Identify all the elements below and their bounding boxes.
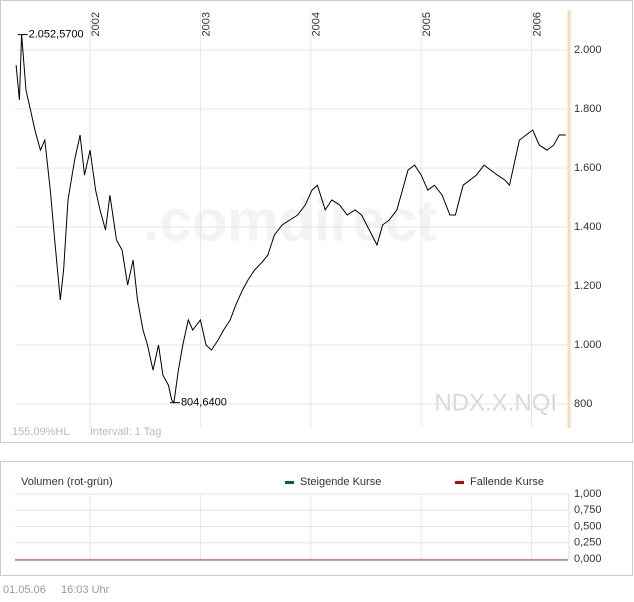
watermark: .comdirect	[143, 188, 436, 253]
y-tick-label: 1.000	[574, 339, 602, 351]
legend-swatch	[285, 481, 294, 484]
price-line	[15, 34, 566, 404]
footer-hl: 155,09%HL	[12, 426, 70, 438]
y-tick-label: 1,000	[574, 488, 602, 500]
x-tick-label: 2006	[531, 12, 543, 36]
y-tick-label: 800	[574, 398, 592, 410]
volume-panel	[0, 461, 633, 576]
time: 16:03 Uhr	[61, 584, 110, 596]
y-tick-label: 1.200	[574, 280, 602, 292]
y-tick-label: 1.400	[574, 221, 602, 233]
y-tick-label: 1.600	[574, 162, 602, 174]
annotation-label: 2.052,5700	[29, 29, 84, 41]
y-tick-label: 1.800	[574, 103, 602, 115]
footer-interval: Intervall: 1 Tag	[90, 426, 161, 438]
y-tick-label: 0,500	[574, 520, 602, 532]
x-tick-label: 2002	[90, 12, 102, 36]
legend-label: Steigende Kurse	[300, 476, 381, 488]
x-tick-label: 2003	[200, 12, 212, 36]
volume-title: Volumen (rot-grün)	[21, 476, 113, 488]
main-panel	[0, 0, 633, 443]
legend-label: Fallende Kurse	[470, 476, 544, 488]
y-tick-label: 0,000	[574, 553, 602, 565]
legend-swatch	[455, 481, 464, 484]
x-tick-label: 2004	[311, 12, 323, 36]
symbol: NDX.X.NQI	[434, 389, 557, 416]
y-tick-label: 2.000	[574, 44, 602, 56]
y-tick-label: 0,750	[574, 504, 602, 516]
date: 01.05.06	[3, 584, 46, 596]
x-tick-label: 2005	[421, 12, 433, 36]
y-tick-label: 0,250	[574, 537, 602, 549]
annotation-label: 804,6400	[181, 397, 227, 409]
